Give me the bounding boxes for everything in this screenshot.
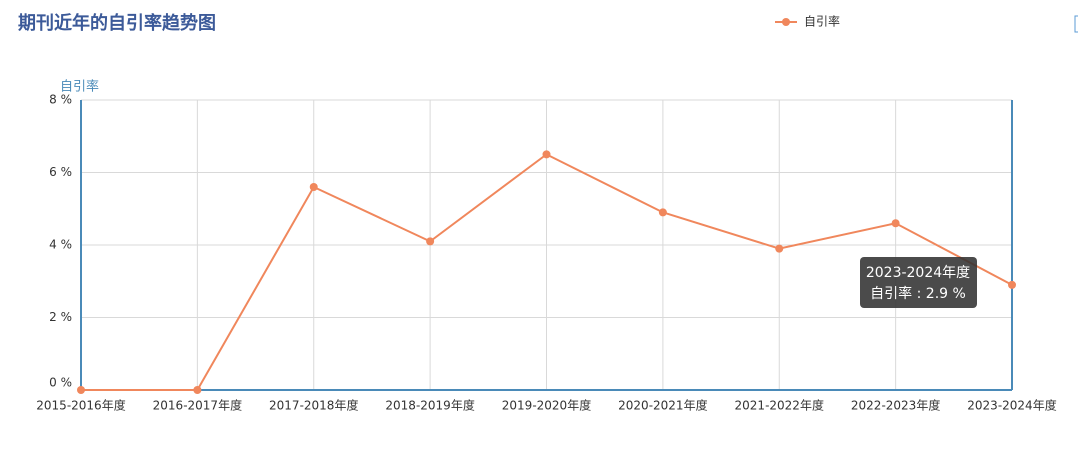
legend-marker <box>782 18 790 26</box>
data-point <box>891 219 900 228</box>
y-tick-label: 0 % <box>49 376 72 390</box>
x-tick-label: 2015-2016年度 <box>36 398 125 413</box>
x-tick-label: 2020-2021年度 <box>618 398 707 413</box>
toolbox-icon[interactable] <box>1074 15 1078 33</box>
y-axis-label: 自引率 <box>60 79 99 95</box>
x-tick-label: 2023-2024年度 <box>967 398 1056 413</box>
y-tick-label: 6 % <box>49 165 72 179</box>
legend-label: 自引率 <box>804 14 840 29</box>
x-tick-label: 2018-2019年度 <box>385 398 474 413</box>
tooltip-text: 自引率 : 2.9 % <box>870 285 966 302</box>
x-tick-label: 2016-2017年度 <box>153 398 242 413</box>
x-tick-label: 2019-2020年度 <box>502 398 591 413</box>
x-tick-label: 2022-2023年度 <box>851 398 940 413</box>
y-tick-label: 2 % <box>49 310 72 324</box>
data-point <box>658 208 667 217</box>
data-point <box>193 386 202 394</box>
y-tick-label: 8 % <box>49 93 72 107</box>
chart-title: 期刊近年的自引率趋势图 <box>18 12 216 34</box>
tooltip-title: 2023-2024年度 <box>866 265 970 281</box>
x-tick-label: 2021-2022年度 <box>735 398 824 413</box>
data-point <box>426 237 435 246</box>
data-point <box>775 244 784 253</box>
tooltip-box <box>860 257 977 308</box>
y-tick-label: 4 % <box>49 238 72 252</box>
x-tick-label: 2017-2018年度 <box>269 398 358 413</box>
data-point <box>309 183 318 191</box>
data-point <box>1008 280 1016 289</box>
data-point <box>77 386 85 394</box>
data-point <box>542 150 551 159</box>
